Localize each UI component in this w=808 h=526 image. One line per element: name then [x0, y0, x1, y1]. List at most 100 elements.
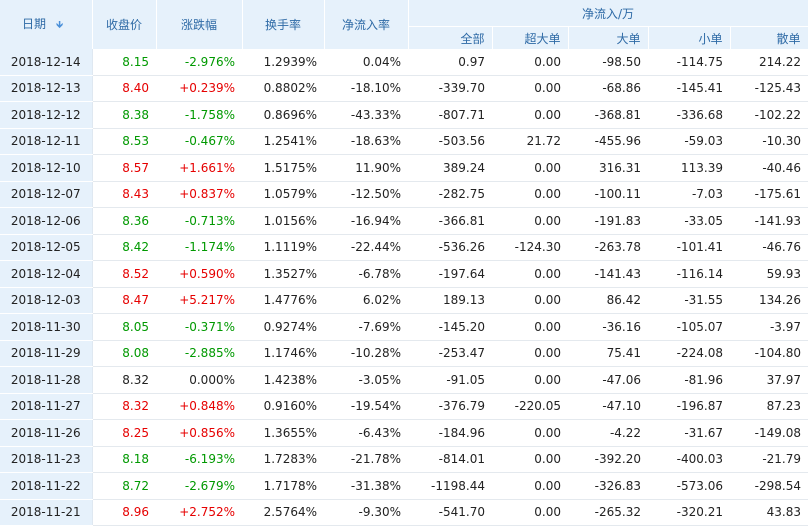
cell-change: -1.174%	[156, 234, 242, 261]
cell-retail: 87.23	[730, 393, 808, 420]
cell-date: 2018-12-07	[0, 181, 93, 208]
cell-large: -100.11	[568, 181, 648, 208]
cell-large: -455.96	[568, 128, 648, 155]
cell-close: 8.05	[92, 313, 156, 341]
cell-date: 2018-11-22	[0, 472, 93, 500]
cell-turnover: 1.7178%	[242, 472, 324, 500]
cell-net-ratio: -43.33%	[324, 101, 408, 129]
cell-date: 2018-11-21	[0, 499, 93, 526]
table-row: 2018-11-23 8.18 -6.193% 1.7283% -21.78% -814.…	[0, 446, 808, 473]
sort-down-arrow-icon[interactable]: 🡻	[56, 19, 64, 31]
table-row: 2018-11-28 8.32 0.000% 1.4238% -3.05% -91.05 0…	[0, 366, 808, 394]
cell-turnover: 0.8802%	[242, 75, 324, 102]
cell-total: -197.64	[408, 260, 492, 288]
column-header-net-ratio[interactable]: 净流入率	[324, 0, 409, 49]
column-header-large[interactable]: 大单	[568, 26, 649, 49]
cell-close: 8.72	[92, 472, 156, 500]
cell-total: 0.97	[408, 49, 492, 76]
cell-turnover: 1.1746%	[242, 340, 324, 367]
cell-super-large: 0.00	[492, 419, 568, 447]
cell-small: -33.05	[648, 207, 730, 235]
cell-date: 2018-11-28	[0, 366, 93, 394]
cell-change: -0.467%	[156, 128, 242, 155]
cell-net-ratio: -6.78%	[324, 260, 408, 288]
cell-super-large: 0.00	[492, 181, 568, 208]
table-header: 日期 🡻 收盘价 涨跌幅 换手率 净流入率 净流入/万 全部 超大单 大单 小单 …	[0, 0, 808, 49]
column-header-change[interactable]: 涨跌幅	[156, 0, 243, 49]
cell-retail: -175.61	[730, 181, 808, 208]
cell-large: -47.10	[568, 393, 648, 420]
table-row: 2018-12-11 8.53 -0.467% 1.2541% -18.63% -503.…	[0, 128, 808, 155]
cell-turnover: 1.3655%	[242, 419, 324, 447]
cell-change: +1.661%	[156, 154, 242, 182]
cell-close: 8.43	[92, 181, 156, 208]
cell-close: 8.40	[92, 75, 156, 102]
cell-small: -224.08	[648, 340, 730, 367]
cell-change: +0.856%	[156, 419, 242, 447]
cell-retail: -46.76	[730, 234, 808, 261]
table-row: 2018-11-22 8.72 -2.679% 1.7178% -31.38% -1198…	[0, 472, 808, 500]
cell-large: -47.06	[568, 366, 648, 394]
table-row: 2018-12-13 8.40 +0.239% 0.8802% -18.10% -339.…	[0, 75, 808, 102]
table-row: 2018-11-26 8.25 +0.856% 1.3655% -6.43% -184.9…	[0, 419, 808, 447]
table-row: 2018-12-14 8.15 -2.976% 1.2939% 0.04% 0.97 0.0…	[0, 49, 808, 76]
cell-turnover: 2.5764%	[242, 499, 324, 526]
table-body: 2018-12-14 8.15 -2.976% 1.2939% 0.04% 0.97 0.0…	[0, 49, 808, 526]
cell-change: -2.885%	[156, 340, 242, 367]
cell-small: -320.21	[648, 499, 730, 526]
cell-total: -145.20	[408, 313, 492, 341]
cell-super-large: 0.00	[492, 207, 568, 235]
cell-retail: 134.26	[730, 287, 808, 314]
cell-super-large: 0.00	[492, 446, 568, 473]
cell-turnover: 0.9274%	[242, 313, 324, 341]
cell-turnover: 0.9160%	[242, 393, 324, 420]
cell-super-large: 0.00	[492, 313, 568, 341]
column-header-total[interactable]: 全部	[408, 26, 493, 49]
cell-total: -376.79	[408, 393, 492, 420]
cell-close: 8.32	[92, 393, 156, 420]
cell-net-ratio: 0.04%	[324, 49, 408, 76]
cell-small: -59.03	[648, 128, 730, 155]
cell-super-large: 0.00	[492, 472, 568, 500]
cell-small: -7.03	[648, 181, 730, 208]
cell-net-ratio: -9.30%	[324, 499, 408, 526]
column-header-turnover[interactable]: 换手率	[242, 0, 325, 49]
cell-total: -1198.44	[408, 472, 492, 500]
column-header-super-large[interactable]: 超大单	[492, 26, 569, 49]
cell-date: 2018-11-30	[0, 313, 93, 341]
cell-retail: -10.30	[730, 128, 808, 155]
cell-total: -91.05	[408, 366, 492, 394]
table-row: 2018-12-07 8.43 +0.837% 1.0579% -12.50% -282.…	[0, 181, 808, 208]
table-row: 2018-11-21 8.96 +2.752% 2.5764% -9.30% -541.7…	[0, 499, 808, 526]
table-row: 2018-12-04 8.52 +0.590% 1.3527% -6.78% -197.6…	[0, 260, 808, 288]
cell-super-large: 0.00	[492, 154, 568, 182]
cell-net-ratio: -21.78%	[324, 446, 408, 473]
cell-retail: 59.93	[730, 260, 808, 288]
cell-close: 8.32	[92, 366, 156, 394]
cell-total: -536.26	[408, 234, 492, 261]
column-header-retail[interactable]: 散单	[730, 26, 808, 49]
cell-total: -184.96	[408, 419, 492, 447]
cell-super-large: 0.00	[492, 499, 568, 526]
cell-close: 8.36	[92, 207, 156, 235]
column-header-small[interactable]: 小单	[648, 26, 731, 49]
table-row: 2018-12-03 8.47 +5.217% 1.4776% 6.02% 189.13 0…	[0, 287, 808, 314]
table-row: 2018-12-12 8.38 -1.758% 0.8696% -43.33% -807.…	[0, 101, 808, 129]
cell-small: -114.75	[648, 49, 730, 76]
column-header-date[interactable]: 日期 🡻	[0, 0, 93, 49]
cell-net-ratio: -16.94%	[324, 207, 408, 235]
cell-date: 2018-12-11	[0, 128, 93, 155]
cell-small: -105.07	[648, 313, 730, 341]
cell-turnover: 1.4238%	[242, 366, 324, 394]
cell-net-ratio: -7.69%	[324, 313, 408, 341]
cell-date: 2018-12-04	[0, 260, 93, 288]
cell-total: -503.56	[408, 128, 492, 155]
cell-close: 8.42	[92, 234, 156, 261]
cell-net-ratio: -10.28%	[324, 340, 408, 367]
cell-retail: -298.54	[730, 472, 808, 500]
cell-retail: 37.97	[730, 366, 808, 394]
column-header-close[interactable]: 收盘价	[92, 0, 157, 49]
cell-date: 2018-12-13	[0, 75, 93, 102]
cell-net-ratio: -18.10%	[324, 75, 408, 102]
table-row: 2018-11-29 8.08 -2.885% 1.1746% -10.28% -253.…	[0, 340, 808, 367]
